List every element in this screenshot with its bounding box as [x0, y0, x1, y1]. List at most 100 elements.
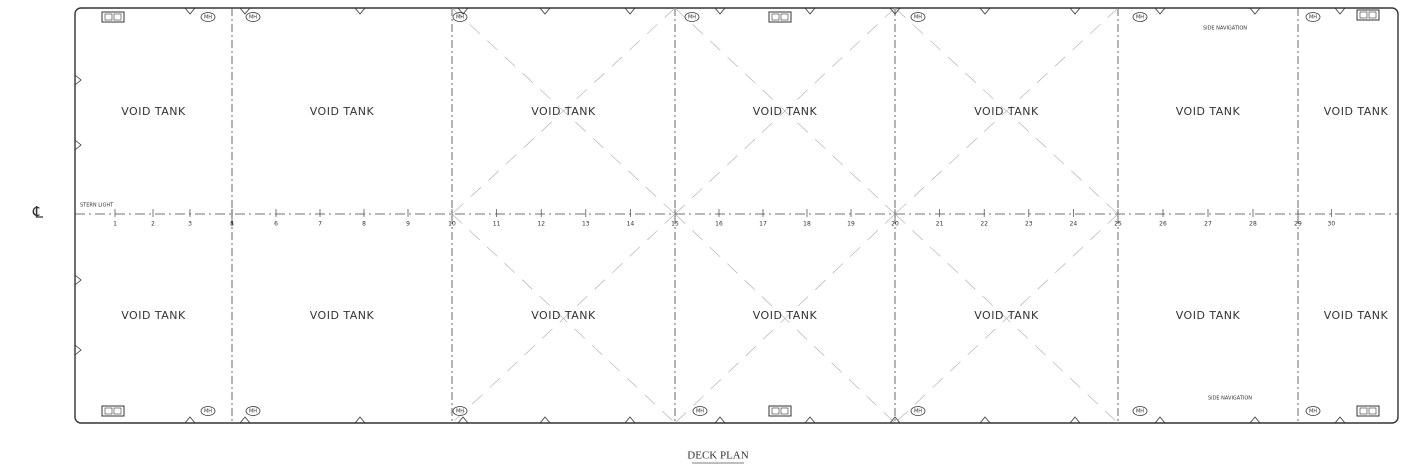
frame-number: 8 — [362, 221, 366, 228]
manhole — [1132, 12, 1148, 22]
frame-number: 24 — [1070, 221, 1078, 228]
fitting — [714, 416, 726, 424]
hatch-inner — [104, 13, 113, 21]
manhole-label: MH — [249, 15, 257, 21]
frame-number: 5 — [230, 221, 234, 228]
frame-number: 14 — [627, 221, 635, 228]
frame-number: 6 — [274, 221, 278, 228]
hatch — [768, 405, 792, 417]
tank-label: VOID TANK — [310, 105, 375, 118]
fitting — [354, 7, 366, 15]
frame-number: 26 — [1159, 221, 1167, 228]
fitting — [1069, 416, 1081, 424]
hatch-inner — [113, 13, 122, 21]
hatch-inner — [771, 13, 780, 21]
frame-number: 29 — [1294, 221, 1302, 228]
frame-number: 17 — [759, 221, 767, 228]
fitting — [74, 74, 82, 86]
fitting — [239, 7, 251, 15]
tank-label: VOID TANK — [1324, 105, 1389, 118]
stern-light-label: STERN LIGHT — [80, 203, 114, 209]
frame-number: 1 — [113, 221, 117, 228]
fitting — [74, 344, 82, 356]
manhole-label: MH — [249, 409, 257, 415]
manhole — [452, 12, 468, 22]
side-navigation-label: SIDE NAVIGATION — [1208, 396, 1252, 402]
hatch — [1356, 9, 1380, 21]
manhole-label: MH — [204, 15, 212, 21]
frame-number: 3 — [188, 221, 192, 228]
frame-number: 15 — [671, 221, 679, 228]
frame-number: 23 — [1025, 221, 1033, 228]
fitting — [1334, 7, 1346, 15]
frame-number: 28 — [1249, 221, 1257, 228]
manhole — [684, 12, 700, 22]
frame-number: 4 — [230, 221, 234, 228]
manhole-label: MH — [914, 15, 922, 21]
manhole — [1305, 406, 1321, 416]
frame-number: 20 — [891, 221, 899, 228]
fitting — [714, 7, 726, 15]
manhole — [1305, 12, 1321, 22]
fitting — [804, 7, 816, 15]
fitting — [979, 7, 991, 15]
tank-label: VOID TANK — [121, 309, 186, 322]
tank-label: VOID TANK — [974, 309, 1039, 322]
manhole-label: MH — [688, 15, 696, 21]
hatch-inner — [113, 407, 122, 415]
frame-number: 2 — [151, 221, 155, 228]
fitting — [239, 416, 251, 424]
fitting — [889, 7, 901, 15]
frame-number: 7 — [318, 221, 322, 228]
manhole-label: MH — [456, 15, 464, 21]
fitting — [184, 7, 196, 15]
manhole-label: MH — [1309, 15, 1317, 21]
manhole — [910, 12, 926, 22]
hatch — [101, 11, 125, 23]
manhole-label: MH — [1136, 15, 1144, 21]
frame-number: 9 — [406, 221, 410, 228]
fitting — [539, 7, 551, 15]
tank-label: VOID TANK — [531, 309, 596, 322]
frame-number: 30 — [1328, 221, 1336, 228]
frame-number: 19 — [847, 221, 855, 228]
hatch-inner — [104, 407, 113, 415]
title: DECK PLAN — [687, 450, 748, 462]
manhole-label: MH — [456, 409, 464, 415]
frame-number: 11 — [493, 221, 501, 228]
fitting — [804, 416, 816, 424]
brace — [894, 7, 1119, 215]
fitting — [1154, 7, 1166, 15]
frame-number: 22 — [980, 221, 988, 228]
hatch-inner — [780, 407, 789, 415]
manhole — [245, 406, 261, 416]
side-navigation-label: SIDE NAVIGATION — [1203, 26, 1247, 32]
manhole — [692, 406, 708, 416]
tank-label: VOID TANK — [121, 105, 186, 118]
manhole — [910, 406, 926, 416]
hatch-inner — [1359, 11, 1368, 19]
fitting — [457, 416, 469, 424]
manhole-label: MH — [1309, 409, 1317, 415]
fitting — [1249, 7, 1261, 15]
deck-outline — [74, 7, 1399, 424]
fitting — [624, 416, 636, 424]
tank-label: VOID TANK — [753, 309, 818, 322]
brace — [674, 7, 896, 215]
hatch — [768, 11, 792, 23]
fitting — [624, 7, 636, 15]
manhole-label: MH — [204, 409, 212, 415]
brace — [674, 213, 896, 424]
hatch — [1356, 405, 1380, 417]
fitting — [184, 416, 196, 424]
manhole-label: MH — [914, 409, 922, 415]
tank-label: VOID TANK — [531, 105, 596, 118]
hatch — [101, 405, 125, 417]
frame-number: 16 — [715, 221, 723, 228]
manhole-label: MH — [1136, 409, 1144, 415]
frame-number: 10 — [448, 221, 456, 228]
fitting — [354, 416, 366, 424]
fitting — [979, 416, 991, 424]
tank-label: VOID TANK — [1176, 105, 1241, 118]
